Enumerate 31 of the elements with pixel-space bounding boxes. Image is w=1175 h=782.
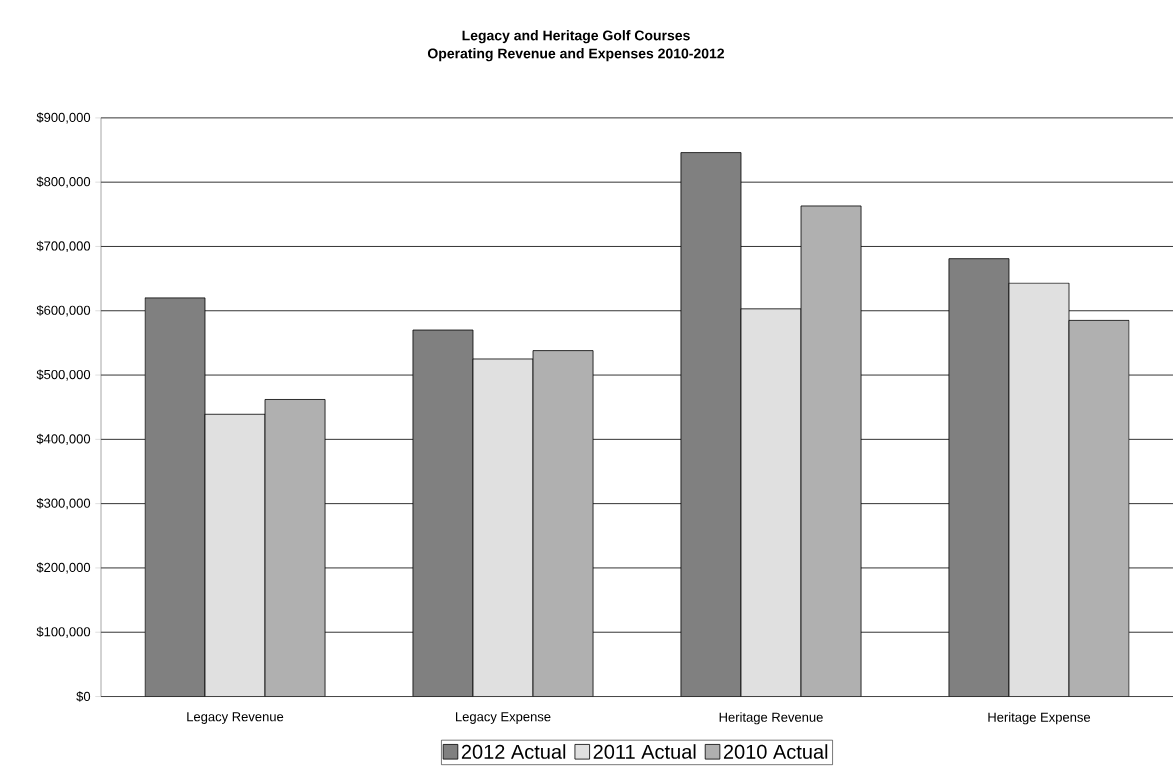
legend-label: 2011 Actual: [593, 744, 696, 759]
y-tick-label: $300,000: [36, 498, 91, 510]
bar: [264, 399, 326, 697]
x-tick-label: Heritage Revenue: [719, 712, 823, 725]
chart-title: Legacy and Heritage Golf Courses: [462, 30, 690, 44]
bar: [948, 258, 1010, 697]
x-tick-label: Legacy Revenue: [187, 712, 284, 724]
y-tick-label: $500,000: [36, 369, 91, 381]
bar: [800, 205, 862, 697]
bar: [740, 308, 802, 697]
legend-label: 2010 Actual: [723, 744, 828, 759]
y-tick-label: $100,000: [36, 626, 91, 638]
y-tick-label: $200,000: [36, 562, 91, 574]
bar: [1008, 282, 1070, 697]
chart-subtitle: Operating Revenue and Expenses 2010-2012: [427, 48, 725, 62]
bar: [144, 297, 206, 697]
legend-label: 2012 Actual: [461, 744, 566, 759]
bar: [412, 329, 474, 697]
y-tick-label: $800,000: [36, 176, 91, 188]
bar: [204, 413, 266, 697]
x-tick-label: Heritage Expense: [988, 712, 1091, 725]
y-tick-label: $400,000: [36, 433, 91, 445]
bar: [472, 358, 534, 697]
y-tick-label: $900,000: [36, 112, 91, 124]
y-tick-label: $700,000: [36, 240, 91, 253]
x-tick-label: Legacy Expense: [456, 712, 551, 724]
bar: [680, 152, 742, 697]
y-tick-label: $600,000: [36, 305, 91, 317]
bar: [532, 350, 594, 697]
bar: [1068, 320, 1130, 697]
y-tick-label: $0: [76, 691, 91, 702]
